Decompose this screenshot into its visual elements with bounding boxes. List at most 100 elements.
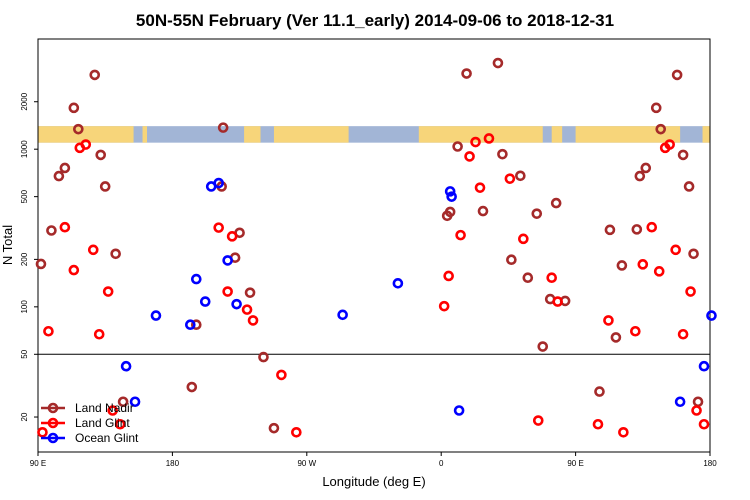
data-point — [616, 260, 628, 271]
data-point — [392, 278, 404, 289]
data-point — [618, 427, 629, 438]
data-point — [213, 177, 224, 189]
data-point — [650, 102, 662, 114]
data-point — [453, 405, 465, 416]
data-point — [546, 272, 558, 284]
data-point — [222, 286, 233, 297]
data-point — [706, 310, 717, 321]
legend-marker — [47, 417, 59, 429]
data-point — [670, 244, 681, 256]
data-point — [337, 309, 348, 321]
data-point — [603, 315, 614, 326]
x-tick-label: 0 — [439, 459, 444, 468]
data-point — [683, 181, 695, 192]
y-tick-label: 500 — [20, 189, 29, 203]
legend-label: Land Glint — [75, 416, 130, 430]
data-point — [46, 225, 57, 236]
data-point — [592, 418, 604, 430]
data-point — [129, 396, 141, 408]
data-point — [497, 148, 508, 160]
data-point — [637, 259, 649, 270]
land-band-segment — [418, 126, 543, 143]
data-point — [474, 182, 486, 193]
x-tick-label: 90 W — [297, 459, 316, 468]
data-point — [518, 233, 529, 245]
data-point — [532, 415, 544, 426]
y-axis-label: N Total — [0, 225, 15, 265]
data-point — [231, 298, 242, 310]
y-tick-label: 1000 — [20, 140, 29, 158]
data-point — [610, 332, 622, 343]
data-point — [685, 286, 696, 297]
data-point — [674, 396, 686, 408]
data-point — [464, 151, 475, 162]
series-land-glint — [37, 133, 710, 438]
data-point — [120, 360, 132, 372]
data-point — [268, 422, 280, 434]
data-point — [537, 341, 549, 352]
data-point — [291, 427, 302, 438]
plot-frame — [37, 38, 711, 453]
land-band-segment — [575, 126, 681, 143]
data-point — [43, 325, 54, 337]
data-point — [698, 418, 710, 430]
data-point — [114, 418, 126, 430]
data-point — [483, 133, 495, 144]
land-ocean-band — [38, 126, 710, 143]
data-point — [68, 102, 80, 114]
x-tick-label: 180 — [703, 459, 717, 468]
data-point — [604, 224, 616, 236]
x-axis-label: Longitude (deg E) — [322, 474, 425, 489]
data-point — [688, 248, 699, 260]
land-band-segment — [551, 126, 563, 143]
data-point — [186, 381, 198, 393]
data-point — [185, 319, 196, 331]
data-point — [59, 221, 71, 233]
data-point — [247, 315, 259, 326]
data-point — [677, 149, 689, 161]
data-point — [244, 287, 256, 298]
data-point — [522, 272, 534, 284]
data-point — [241, 304, 253, 315]
data-point — [107, 405, 118, 416]
data-point — [89, 69, 101, 81]
data-point — [671, 69, 683, 81]
data-point — [664, 139, 675, 150]
y-tick-label: 50 — [20, 349, 29, 358]
data-point — [444, 186, 456, 197]
chart-title: 50N-55N February (Ver 11.1_early) 2014-0… — [136, 11, 614, 30]
data-point — [698, 360, 710, 372]
data-point — [102, 286, 114, 297]
data-point — [492, 57, 504, 69]
data-point — [59, 162, 71, 174]
land-band-segment — [244, 126, 261, 143]
legend-marker — [47, 432, 59, 444]
data-point — [199, 296, 211, 307]
series-ocean-glint — [120, 177, 717, 416]
data-point — [95, 149, 107, 161]
legend-label: Land Nadir — [75, 401, 134, 415]
data-point — [87, 244, 99, 256]
data-point — [217, 122, 229, 133]
data-point — [226, 231, 238, 242]
data-point — [443, 270, 454, 282]
data-point — [190, 319, 202, 331]
data-point — [444, 206, 456, 218]
data-point — [640, 162, 652, 174]
data-point — [99, 181, 111, 192]
data-point — [552, 296, 563, 307]
data-point — [653, 266, 665, 277]
legend-label: Ocean Glint — [75, 431, 139, 445]
data-point — [117, 396, 129, 408]
land-band-segment — [702, 126, 710, 143]
y-tick-label: 100 — [20, 300, 29, 314]
data-point — [504, 173, 516, 184]
data-point — [630, 325, 641, 337]
data-point — [470, 136, 481, 148]
data-point — [80, 139, 92, 150]
legend-marker — [47, 402, 59, 414]
data-point — [550, 197, 562, 209]
data-point — [110, 248, 121, 260]
